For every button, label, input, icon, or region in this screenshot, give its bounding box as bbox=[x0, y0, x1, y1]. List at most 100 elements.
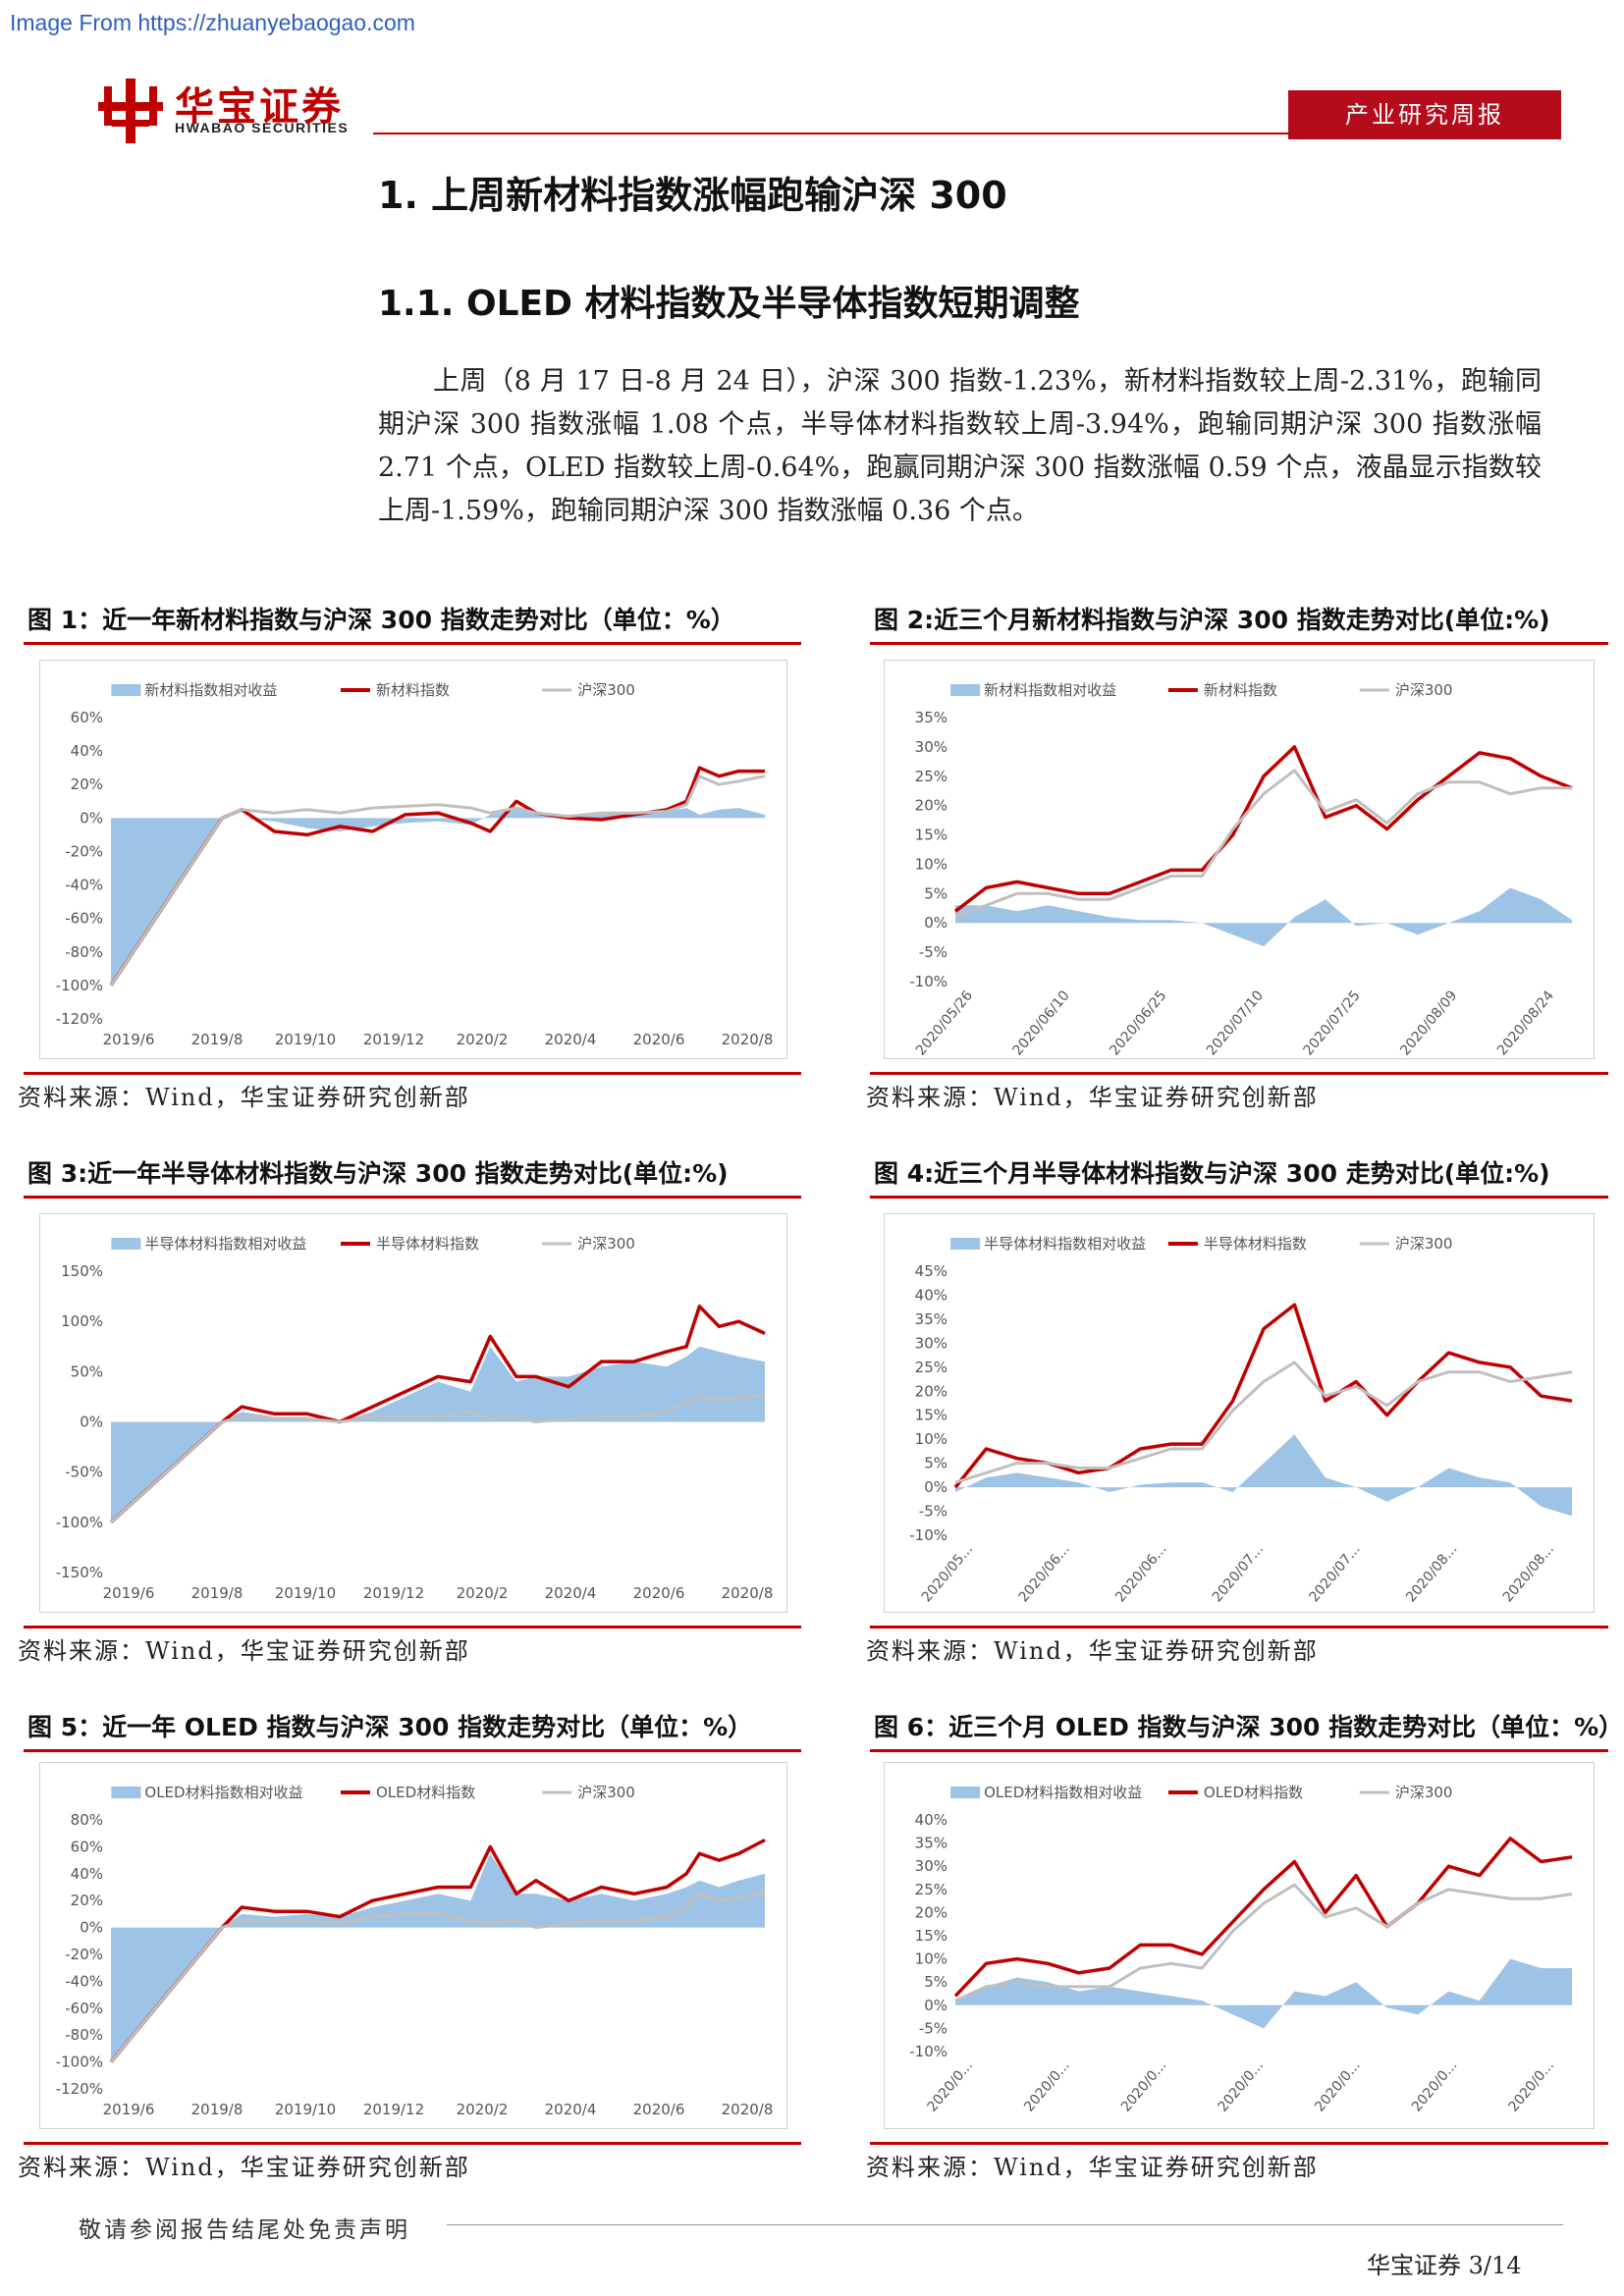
figure-5-bottom-rule bbox=[24, 2142, 801, 2145]
y-tick-label: 60% bbox=[71, 1838, 103, 1855]
x-tick-label: 2020/06/10 bbox=[1010, 988, 1073, 1058]
y-tick-label: -120% bbox=[56, 2080, 103, 2098]
x-tick-label: 2020/07... bbox=[1210, 1541, 1267, 1605]
x-tick-label: 2020/8 bbox=[722, 1584, 774, 1602]
x-tick-label: 2020/06... bbox=[1016, 1541, 1073, 1605]
y-tick-label: 0% bbox=[924, 1478, 947, 1496]
legend-entry-2: 沪深300 bbox=[542, 681, 635, 699]
series-line-index bbox=[953, 745, 1573, 913]
y-tick-label: 50% bbox=[71, 1362, 103, 1380]
y-tick-label: 25% bbox=[915, 1881, 947, 1898]
legend-entry-1: 半导体材料指数 bbox=[341, 1235, 479, 1253]
figure-6-top-rule bbox=[870, 1749, 1608, 1752]
series-area-relative-return bbox=[955, 1434, 1572, 1517]
figure-5-source: 资料来源：Wind，华宝证券研究创新部 bbox=[18, 2154, 470, 2181]
figure-1-bottom-rule bbox=[24, 1072, 801, 1075]
series-line-index bbox=[953, 1303, 1573, 1489]
legend-entry-1: OLED材料指数 bbox=[341, 1784, 475, 1801]
legend-entry-0: OLED材料指数相对收益 bbox=[950, 1784, 1142, 1801]
y-tick-label: 20% bbox=[915, 1382, 947, 1400]
x-tick-label: 2020/8 bbox=[722, 2101, 774, 2118]
y-tick-label: 40% bbox=[915, 1811, 947, 1829]
x-tick-label: 2020/4 bbox=[545, 1031, 597, 1048]
y-tick-label: 0% bbox=[80, 1414, 103, 1431]
y-tick-label: 20% bbox=[71, 775, 103, 793]
y-tick-label: 0% bbox=[924, 914, 947, 932]
figure-1-title: 图 1：近一年新材料指数与沪深 300 指数走势对比（单位：%） bbox=[27, 606, 735, 634]
legend-entry-2: 沪深300 bbox=[542, 1235, 635, 1253]
source-watermark: Image From https://zhuanyebaogao.com bbox=[10, 10, 415, 35]
legend-entry-2: 沪深300 bbox=[1359, 1784, 1452, 1801]
y-tick-label: -120% bbox=[56, 1010, 103, 1028]
y-tick-label: 30% bbox=[915, 738, 947, 756]
x-tick-label: 2020/06... bbox=[1112, 1541, 1169, 1605]
figure-3-chart: 半导体材料指数相对收益 半导体材料指数 沪深300 150% 100% 50% 0% -50%… bbox=[39, 1213, 787, 1613]
legend-entry-1: 半导体材料指数 bbox=[1167, 1235, 1307, 1253]
series-line-index bbox=[109, 1305, 766, 1524]
y-tick-label: 150% bbox=[61, 1262, 103, 1280]
svg-text:OLED材料指数: OLED材料指数 bbox=[1204, 1784, 1303, 1801]
x-tick-label: 2020/2 bbox=[457, 1031, 509, 1048]
figure-1-source: 资料来源：Wind，华宝证券研究创新部 bbox=[18, 1084, 470, 1111]
x-tick-label: 2020/6 bbox=[633, 1584, 685, 1602]
hwabao-logo-icon bbox=[98, 79, 163, 143]
y-tick-label: -10% bbox=[909, 973, 947, 990]
y-tick-label: 10% bbox=[915, 1430, 947, 1448]
subsection-heading: 1.1. OLED 材料指数及半导体指数短期调整 bbox=[378, 284, 1080, 324]
x-tick-label: 2020/07/10 bbox=[1204, 988, 1267, 1058]
y-tick-label: -5% bbox=[919, 1503, 947, 1521]
legend-entry-1: OLED材料指数 bbox=[1167, 1784, 1303, 1801]
y-tick-label: 5% bbox=[924, 884, 947, 902]
x-tick-label: 2019/10 bbox=[275, 2101, 336, 2118]
x-tick-label: 2020/06/25 bbox=[1107, 988, 1169, 1058]
figure-2-bottom-rule bbox=[870, 1072, 1608, 1075]
x-tick-label: 2020/0... bbox=[1216, 2057, 1268, 2114]
series-line-index bbox=[109, 1838, 766, 2063]
y-tick-label: -20% bbox=[65, 1946, 103, 1963]
series-line-hs300 bbox=[109, 774, 766, 987]
figure-3-source: 资料来源：Wind，华宝证券研究创新部 bbox=[18, 1637, 470, 1665]
x-tick-label: 2020/2 bbox=[457, 2101, 509, 2118]
y-tick-label: -50% bbox=[65, 1464, 103, 1481]
footer-page-number: 华宝证券 3/14 bbox=[1367, 2252, 1522, 2279]
y-tick-label: 20% bbox=[915, 797, 947, 815]
y-tick-label: 60% bbox=[71, 709, 103, 726]
y-tick-label: -60% bbox=[65, 2000, 103, 2017]
x-tick-label: 2020/0... bbox=[1409, 2057, 1461, 2114]
y-tick-label: 0% bbox=[924, 1997, 947, 2014]
svg-text:半导体材料指数相对收益: 半导体材料指数相对收益 bbox=[984, 1235, 1146, 1253]
x-tick-label: 2020/08/09 bbox=[1397, 988, 1460, 1058]
y-tick-label: 10% bbox=[915, 855, 947, 873]
summary-paragraph: 上周（8 月 17 日-8 月 24 日），沪深 300 指数-1.23%，新材… bbox=[378, 366, 1542, 526]
series-area-relative-return bbox=[111, 1853, 765, 2062]
y-tick-label: -100% bbox=[56, 2054, 103, 2071]
x-tick-label: 2020/07/25 bbox=[1301, 988, 1364, 1058]
y-tick-label: 45% bbox=[915, 1262, 947, 1280]
y-tick-label: 20% bbox=[915, 1903, 947, 1921]
figure-3-top-rule bbox=[24, 1196, 801, 1199]
x-tick-label: 2019/6 bbox=[103, 2101, 155, 2118]
y-tick-label: 35% bbox=[915, 1310, 947, 1328]
y-tick-label: 25% bbox=[915, 768, 947, 785]
series-area-relative-return bbox=[111, 808, 765, 986]
y-tick-label: -5% bbox=[919, 943, 947, 961]
series-line-hs300 bbox=[954, 1361, 1573, 1484]
legend-entry-0: 新材料指数相对收益 bbox=[111, 681, 277, 699]
x-tick-label: 2019/8 bbox=[191, 1031, 244, 1048]
y-tick-label: -10% bbox=[909, 1526, 947, 1544]
y-tick-label: -10% bbox=[909, 2043, 947, 2060]
figure-2-top-rule bbox=[870, 642, 1608, 645]
svg-text:沪深300: 沪深300 bbox=[577, 681, 635, 699]
x-tick-label: 2019/8 bbox=[191, 1584, 244, 1602]
figure-6-bottom-rule bbox=[870, 2142, 1608, 2145]
x-tick-label: 2020/2 bbox=[457, 1584, 509, 1602]
y-tick-label: 40% bbox=[71, 742, 103, 760]
y-tick-label: 20% bbox=[71, 1892, 103, 1909]
legend-entry-0: 半导体材料指数相对收益 bbox=[950, 1235, 1146, 1253]
x-tick-label: 2019/12 bbox=[363, 2101, 424, 2118]
x-tick-label: 2020/0... bbox=[1506, 2057, 1558, 2114]
y-tick-label: 80% bbox=[71, 1811, 103, 1829]
series-line-hs300 bbox=[109, 1891, 766, 2063]
legend-entry-2: 沪深300 bbox=[1359, 681, 1452, 699]
header-divider bbox=[373, 133, 1288, 134]
